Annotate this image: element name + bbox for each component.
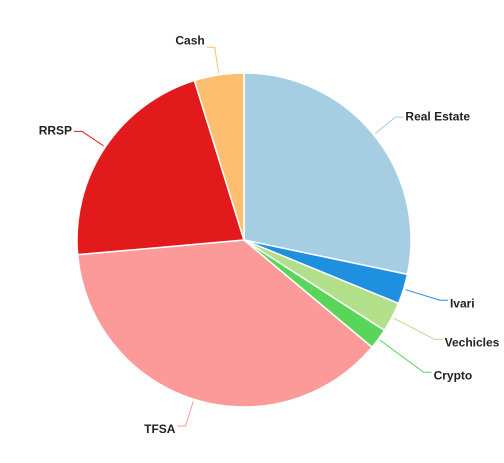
leader-line-tfsa [177, 401, 194, 427]
slice-label-real-estate: Real Estate [405, 109, 470, 123]
leader-line-ivari [405, 289, 448, 301]
leader-line-vechicles [393, 317, 443, 340]
slice-label-vechicles: Vechicles [445, 336, 500, 350]
leader-line-rrsp [74, 130, 104, 147]
slice-label-rrsp: RRSP [39, 124, 72, 138]
slice-label-tfsa: TFSA [144, 422, 176, 436]
slice-label-crypto: Crypto [434, 368, 473, 382]
pie-slice-cash [193, 72, 245, 241]
leader-line-crypto [379, 339, 432, 373]
slice-label-ivari: Ivari [450, 296, 475, 310]
leader-line-cash [206, 46, 220, 73]
pie-slice-tfsa [76, 239, 374, 408]
leader-lines-layer [74, 46, 448, 427]
labels-layer: Real Estate Ivari Vechicles Crypto TFSA RRSP C… [39, 33, 500, 436]
pie-slice-rrsp [76, 79, 245, 256]
pie-slice-real-estate [243, 72, 412, 276]
slice-label-cash: Cash [175, 33, 204, 47]
slices-layer [76, 72, 412, 408]
leader-line-real-estate [374, 116, 404, 134]
